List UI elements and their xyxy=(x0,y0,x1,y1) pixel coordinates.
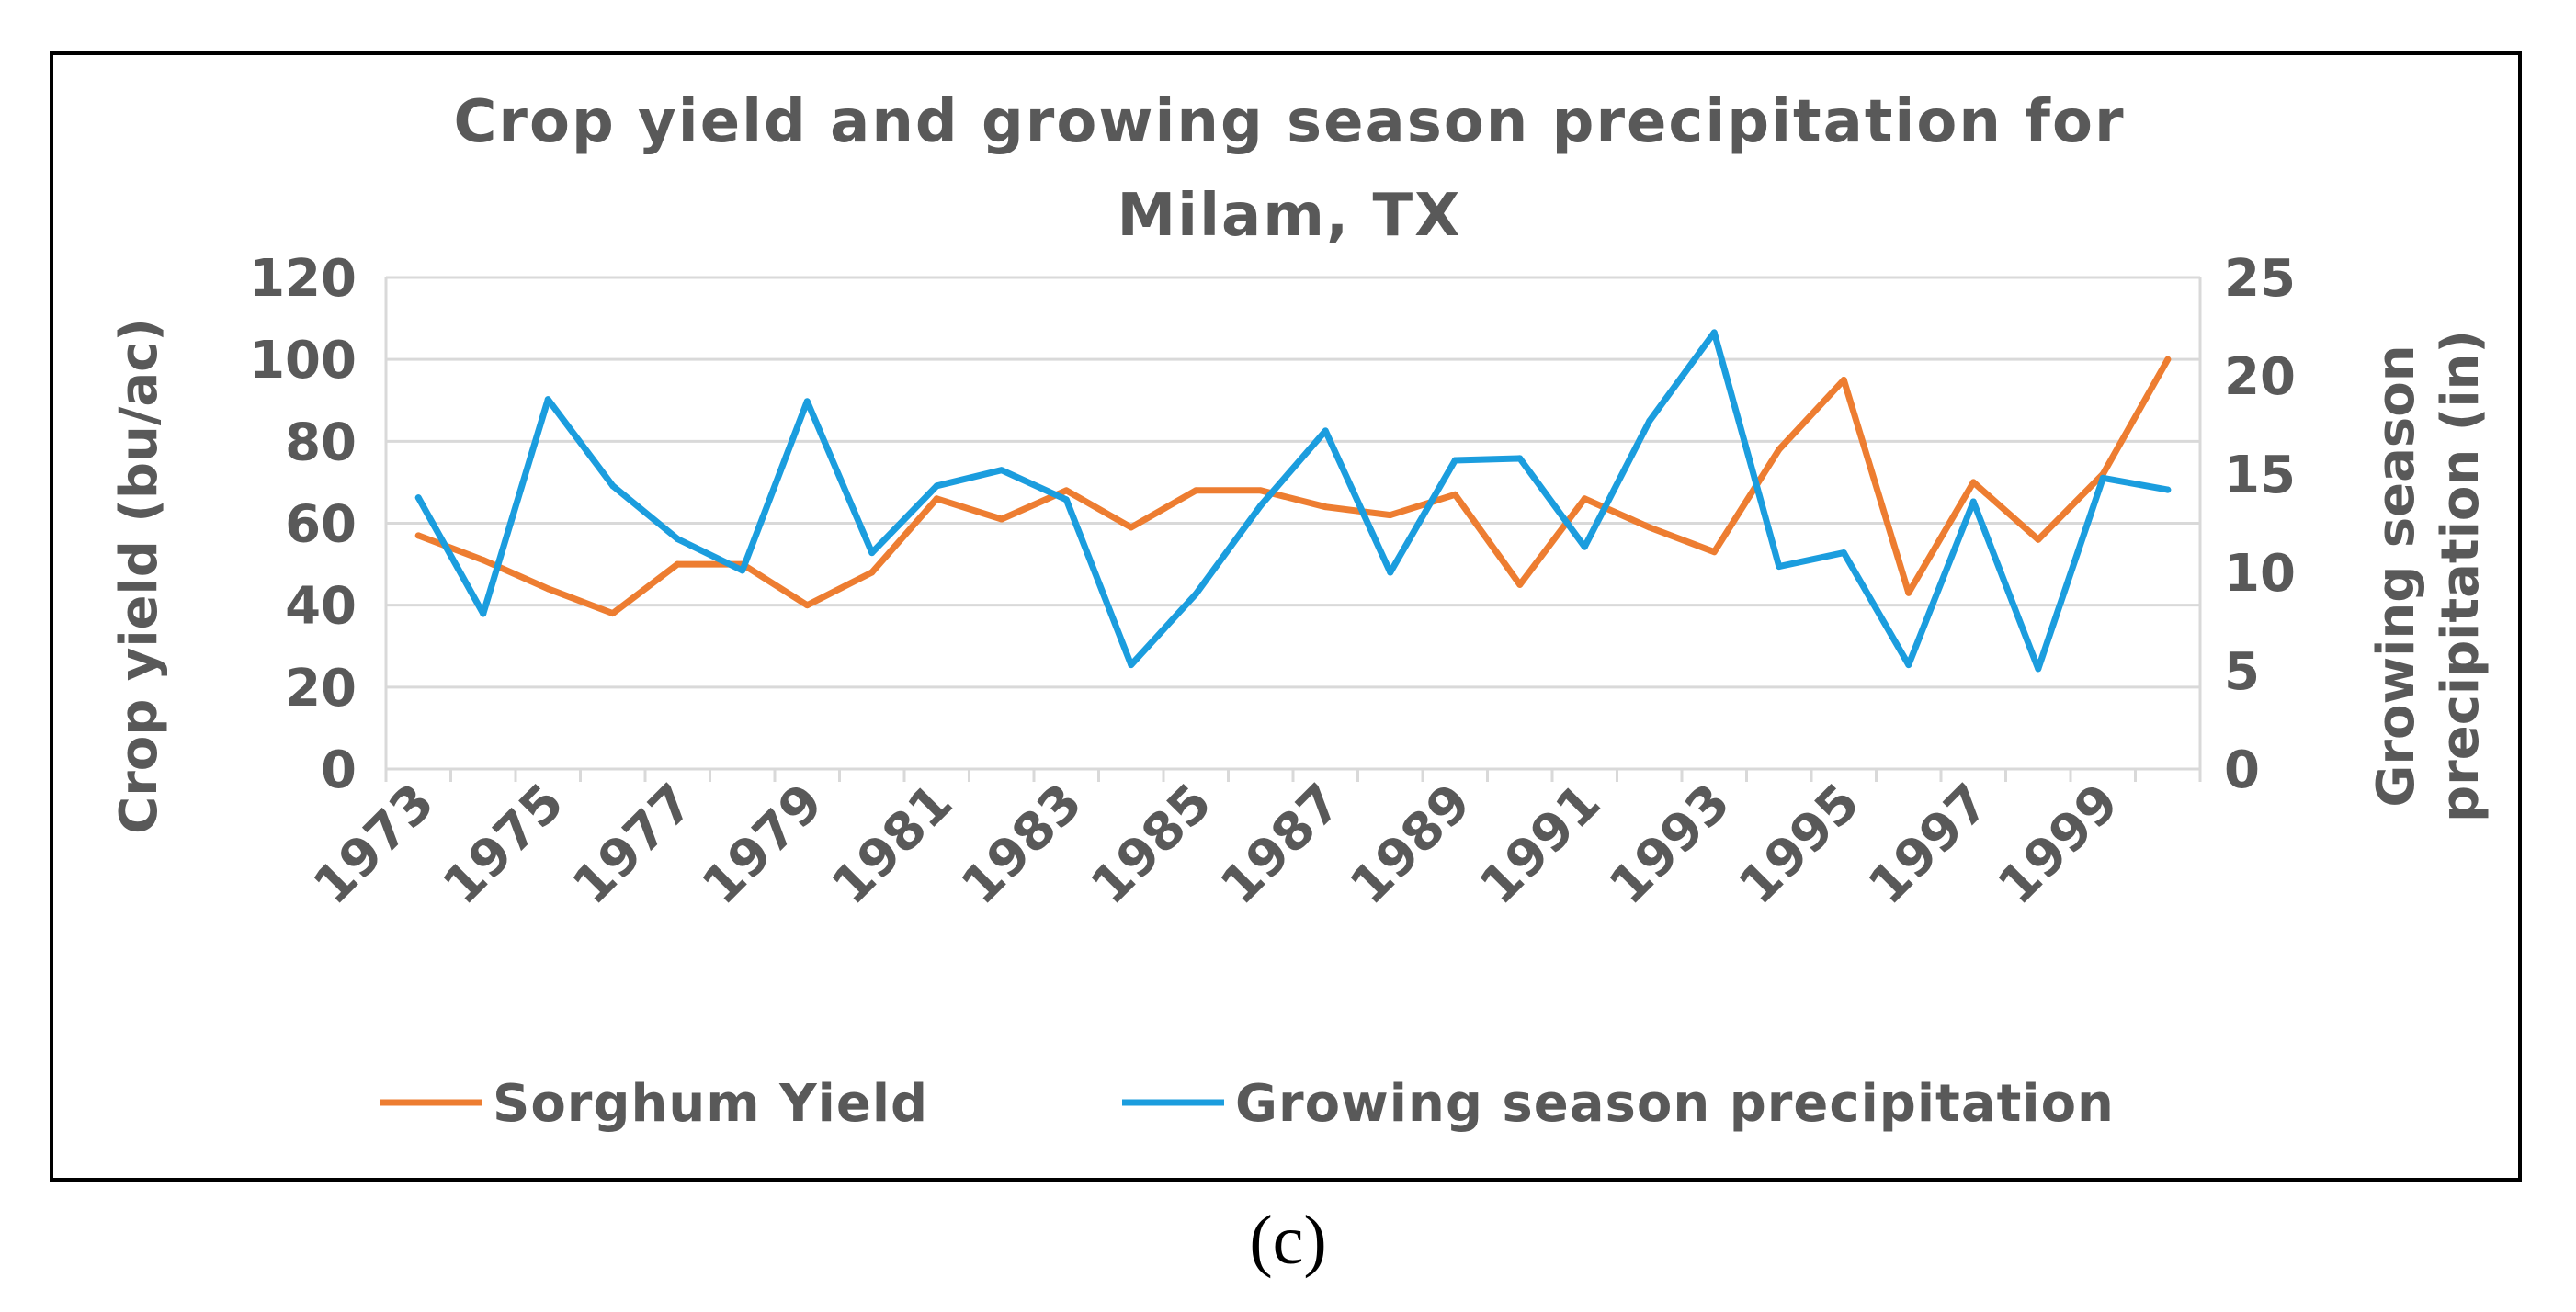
x-tick-label: 1989 xyxy=(1339,773,1482,916)
grid-layer xyxy=(386,276,2200,689)
left-y-tick-label: 60 xyxy=(285,495,357,555)
data-point-growing-season-precipitation xyxy=(803,398,811,405)
x-tick-label: 1997 xyxy=(1857,773,2001,916)
left-y-tick-label: 20 xyxy=(285,659,357,718)
data-point-sorghum-yield xyxy=(1840,376,1847,383)
series-layer xyxy=(414,329,2172,673)
chart-title-line-1: Crop yield and growing season precipitat… xyxy=(453,88,2125,156)
data-point-growing-season-precipitation xyxy=(1969,498,1977,505)
data-point-sorghum-yield xyxy=(1516,581,1524,588)
data-point-growing-season-precipitation xyxy=(1516,455,1524,462)
data-point-sorghum-yield xyxy=(933,495,940,503)
right-y-tick-label: 5 xyxy=(2224,642,2260,702)
data-point-growing-season-precipitation xyxy=(1387,569,1394,576)
data-point-growing-season-precipitation xyxy=(1581,543,1588,550)
chart-svg: 0204060801001200510152025197319751977197… xyxy=(109,88,2491,1134)
panel-caption: (c) xyxy=(1249,1202,1327,1279)
data-point-sorghum-yield xyxy=(1710,549,1718,556)
data-point-growing-season-precipitation xyxy=(1646,417,1653,424)
data-point-sorghum-yield xyxy=(1062,487,1070,494)
x-tick-label: 1987 xyxy=(1209,773,1353,916)
data-point-growing-season-precipitation xyxy=(609,482,617,490)
data-point-growing-season-precipitation xyxy=(1322,427,1329,435)
data-point-growing-season-precipitation xyxy=(998,467,1005,474)
legend-label-growing-season-precipitation: Growing season precipitation xyxy=(1235,1074,2115,1134)
data-point-sorghum-yield xyxy=(1128,524,1135,531)
right-axis-label-line-2: precipitation (in) xyxy=(2431,330,2491,822)
right-axis-label-line-1: Growing season xyxy=(2366,345,2426,807)
data-point-growing-season-precipitation xyxy=(2164,486,2172,493)
left-y-tick-label: 80 xyxy=(285,413,357,472)
data-point-sorghum-yield xyxy=(1387,512,1394,519)
data-point-sorghum-yield xyxy=(803,602,811,609)
data-point-sorghum-yield xyxy=(2164,356,2172,363)
data-point-growing-season-precipitation xyxy=(1192,591,1199,598)
legend-label-sorghum-yield: Sorghum Yield xyxy=(493,1074,928,1134)
right-y-tick-label: 20 xyxy=(2224,347,2296,407)
x-tick-label: 1995 xyxy=(1728,773,1871,916)
data-point-sorghum-yield xyxy=(1451,491,1458,498)
right-y-tick-label: 25 xyxy=(2224,249,2296,309)
x-tick-label: 1985 xyxy=(1080,773,1223,916)
right-y-tick-label: 0 xyxy=(2224,741,2260,800)
left-axis-label: Crop yield (bu/ac) xyxy=(109,318,169,834)
data-point-growing-season-precipitation xyxy=(1710,329,1718,336)
data-point-sorghum-yield xyxy=(998,515,1005,523)
labels-layer: 0204060801001200510152025197319751977197… xyxy=(249,249,2296,916)
data-point-growing-season-precipitation xyxy=(1128,662,1135,669)
x-tick-label: 1977 xyxy=(562,773,705,916)
data-point-growing-season-precipitation xyxy=(868,549,876,557)
data-point-sorghum-yield xyxy=(1322,503,1329,511)
data-point-growing-season-precipitation xyxy=(2035,665,2042,673)
data-point-sorghum-yield xyxy=(609,610,617,617)
data-point-sorghum-yield xyxy=(480,557,487,564)
data-point-growing-season-precipitation xyxy=(674,536,681,543)
chart-frame: 0 20 40 60 80 100 120 0 5 10 15 20 25 1973 1975 1977 197… xyxy=(50,51,2522,1182)
axes-layer xyxy=(384,277,2202,782)
data-point-sorghum-yield xyxy=(1581,495,1588,503)
data-point-growing-season-precipitation xyxy=(933,482,940,490)
x-tick-label: 1999 xyxy=(1987,773,2130,916)
data-point-growing-season-precipitation xyxy=(2099,474,2106,481)
data-point-sorghum-yield xyxy=(1905,589,1912,596)
data-point-sorghum-yield xyxy=(2035,536,2042,543)
x-tick-label: 1975 xyxy=(432,773,575,916)
data-point-growing-season-precipitation xyxy=(544,396,551,403)
data-point-growing-season-precipitation xyxy=(739,567,746,574)
right-y-tick-label: 15 xyxy=(2224,446,2296,505)
data-point-growing-season-precipitation xyxy=(480,610,487,617)
data-point-sorghum-yield xyxy=(1192,487,1199,494)
data-point-growing-season-precipitation xyxy=(414,494,422,502)
x-tick-label: 1981 xyxy=(821,773,964,916)
legend: Sorghum Yield Growing season precipitati… xyxy=(380,1074,2115,1134)
data-point-growing-season-precipitation xyxy=(1062,496,1070,503)
x-tick-label: 1991 xyxy=(1469,773,1612,916)
data-point-growing-season-precipitation xyxy=(1905,662,1912,669)
data-point-sorghum-yield xyxy=(674,560,681,568)
data-point-sorghum-yield xyxy=(1776,446,1783,453)
data-point-sorghum-yield xyxy=(1257,487,1265,494)
data-point-sorghum-yield xyxy=(1969,479,1977,486)
x-tick-label: 1993 xyxy=(1598,773,1742,916)
data-point-sorghum-yield xyxy=(414,532,422,539)
data-point-growing-season-precipitation xyxy=(1840,549,1847,557)
x-tick-label: 1979 xyxy=(691,773,834,916)
data-point-growing-season-precipitation xyxy=(1776,563,1783,571)
data-point-growing-season-precipitation xyxy=(1257,502,1265,509)
chart-title-line-2: Milam, TX xyxy=(1117,182,1461,250)
data-point-sorghum-yield xyxy=(868,569,876,576)
left-y-tick-label: 120 xyxy=(249,249,357,309)
series-line-sorghum-yield xyxy=(414,356,2172,617)
left-y-tick-label: 40 xyxy=(285,577,357,637)
data-point-growing-season-precipitation xyxy=(1451,457,1458,464)
x-tick-label: 1983 xyxy=(950,773,1094,916)
left-y-tick-label: 0 xyxy=(321,741,357,800)
data-point-sorghum-yield xyxy=(544,585,551,593)
right-y-tick-label: 10 xyxy=(2224,544,2296,604)
series-line-growing-season-precipitation xyxy=(414,329,2172,673)
left-y-tick-label: 100 xyxy=(249,331,357,390)
data-point-sorghum-yield xyxy=(1646,524,1653,531)
